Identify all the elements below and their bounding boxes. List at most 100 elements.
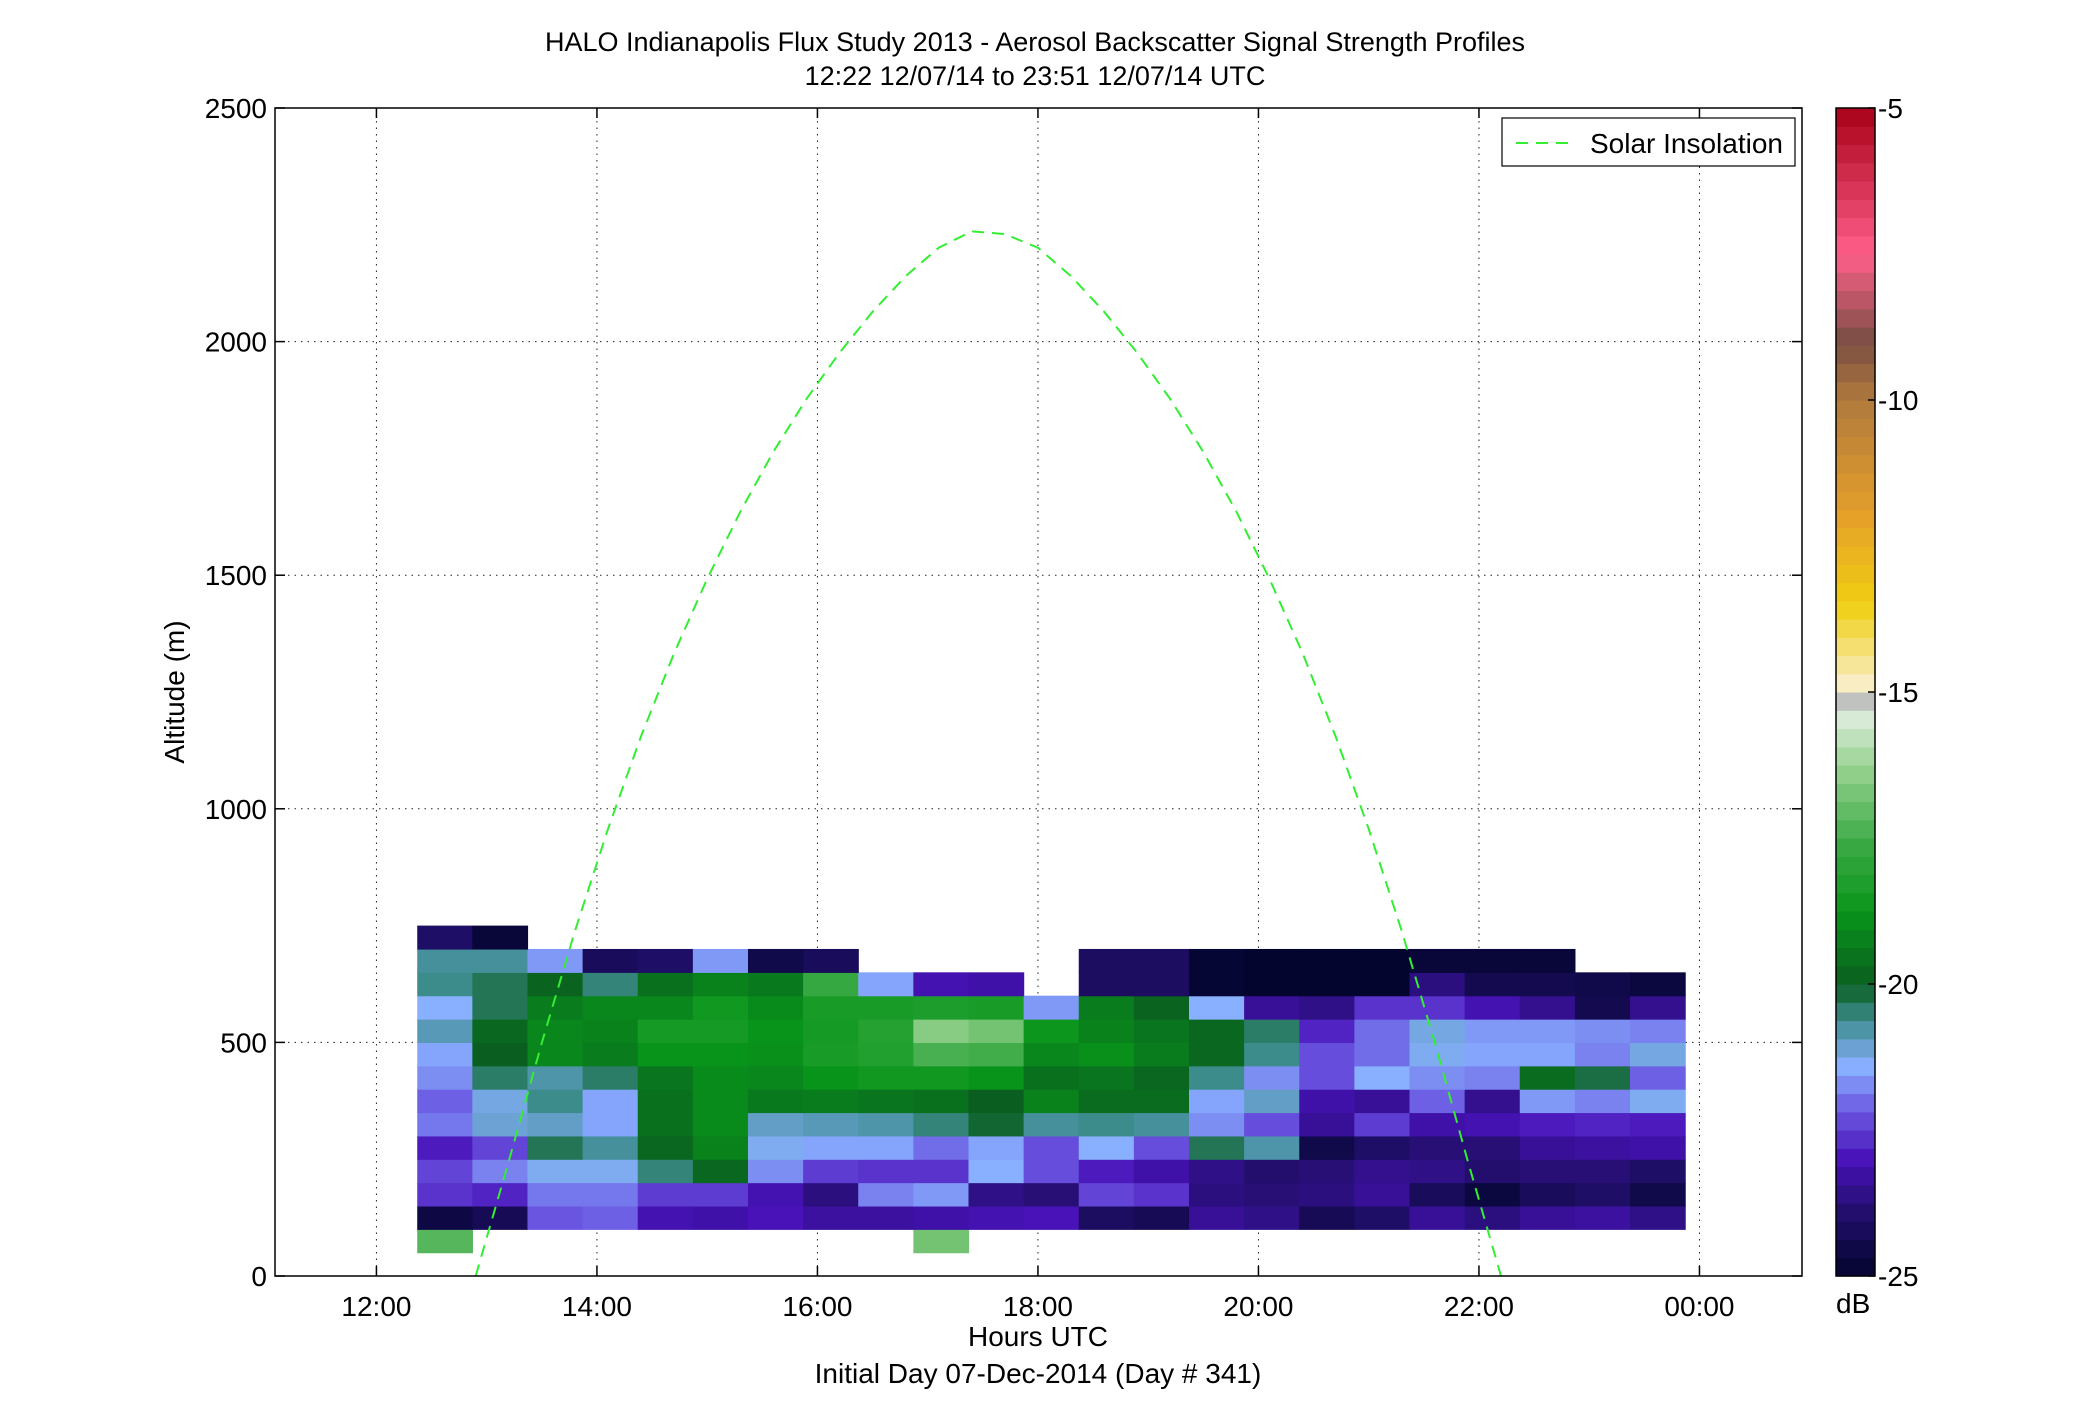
heatmap-cell bbox=[1078, 1065, 1135, 1090]
heatmap-cell bbox=[1078, 948, 1135, 973]
heatmap-cell bbox=[968, 1112, 1025, 1137]
heatmap-cell bbox=[1299, 1065, 1355, 1090]
heatmap-cell bbox=[1574, 1089, 1631, 1114]
heatmap-cell bbox=[1354, 1089, 1411, 1114]
heatmap-cell bbox=[1133, 1159, 1190, 1184]
heatmap-cell bbox=[1244, 972, 1300, 997]
heatmap-cell bbox=[858, 972, 914, 997]
heatmap-cell bbox=[692, 948, 749, 973]
chart-title: HALO Indianapolis Flux Study 2013 - Aero… bbox=[545, 27, 1525, 57]
heatmap-cell bbox=[472, 1065, 529, 1090]
heatmap-cell bbox=[1574, 1182, 1631, 1207]
colorbar-segment bbox=[1836, 1221, 1875, 1241]
heatmap-cell bbox=[858, 1182, 914, 1207]
heatmap-cell bbox=[472, 995, 529, 1020]
heatmap-cell bbox=[968, 1159, 1025, 1184]
y-tick-label: 1000 bbox=[205, 794, 267, 825]
heatmap-cell bbox=[1409, 1019, 1466, 1043]
colorbar-segment bbox=[1836, 783, 1875, 803]
heatmap-cell bbox=[472, 1135, 529, 1160]
heatmap-cell bbox=[1519, 972, 1576, 997]
heatmap-cell bbox=[1078, 1019, 1135, 1043]
colorbar-segment bbox=[1836, 947, 1875, 967]
colorbar-segment bbox=[1836, 199, 1875, 219]
heatmap-cell bbox=[1409, 995, 1466, 1020]
heatmap-cell bbox=[1299, 1159, 1355, 1184]
y-axis-label: Altitude (m) bbox=[159, 620, 190, 763]
heatmap-cell bbox=[1574, 1159, 1631, 1184]
heatmap-cell bbox=[968, 1042, 1025, 1067]
heatmap-cell bbox=[692, 1042, 749, 1067]
heatmap-cell bbox=[692, 1205, 749, 1230]
colorbar-segment bbox=[1836, 290, 1875, 310]
heatmap-cell bbox=[1354, 1159, 1411, 1184]
heatmap-cell bbox=[582, 1112, 639, 1137]
y-tick-label: 500 bbox=[220, 1027, 267, 1058]
y-tick-label: 2500 bbox=[205, 93, 267, 124]
heatmap-cell bbox=[1464, 1159, 1521, 1184]
heatmap-cell bbox=[472, 1089, 529, 1114]
heatmap-cell bbox=[1133, 1135, 1190, 1160]
heatmap-cell bbox=[1244, 1135, 1300, 1160]
heatmap-cell bbox=[1299, 948, 1355, 973]
legend-box: Solar Insolation bbox=[1501, 117, 1796, 167]
heatmap-cell bbox=[582, 1065, 639, 1090]
heatmap-cell bbox=[1078, 995, 1135, 1020]
heatmap-cell bbox=[1299, 1112, 1355, 1137]
heatmap-cell bbox=[1188, 1135, 1245, 1160]
heatmap-cell bbox=[1244, 1159, 1300, 1184]
heatmap-cell bbox=[1519, 1019, 1576, 1043]
colorbar-segment bbox=[1836, 929, 1875, 949]
heatmap-cell bbox=[1630, 972, 1686, 997]
heatmap-cell bbox=[1133, 1065, 1190, 1090]
heatmap-cell bbox=[858, 1205, 914, 1230]
colorbar-segment bbox=[1836, 1075, 1875, 1095]
heatmap-cell bbox=[1023, 1205, 1080, 1230]
heatmap-cell bbox=[1023, 1019, 1080, 1043]
heatmap-cell bbox=[913, 1042, 970, 1067]
colorbar-segment bbox=[1836, 400, 1875, 419]
heatmap-cell bbox=[472, 1042, 529, 1067]
heatmap-cell bbox=[1244, 1205, 1300, 1230]
heatmap-cell bbox=[747, 1205, 804, 1230]
heatmap-cell bbox=[1574, 1135, 1631, 1160]
colorbar-segment bbox=[1836, 327, 1875, 346]
heatmap-cell bbox=[692, 995, 749, 1020]
heatmap-cell bbox=[913, 1205, 970, 1230]
heatmap-cell bbox=[1244, 1019, 1300, 1043]
heatmap-cell bbox=[1244, 948, 1300, 973]
heatmap-cell bbox=[1188, 1112, 1245, 1137]
heatmap-cell bbox=[1023, 1112, 1080, 1137]
x-tick-label: 12:00 bbox=[341, 1291, 411, 1322]
heatmap-cell bbox=[527, 1042, 584, 1067]
colorbar: -5 -10 -15 -20 -25 bbox=[1835, 93, 1918, 1292]
heatmap-cell bbox=[582, 995, 639, 1020]
heatmap-cell bbox=[637, 1205, 694, 1230]
heatmap-cell bbox=[527, 1159, 584, 1184]
heatmap-cell bbox=[472, 925, 529, 950]
heatmap-cell bbox=[692, 1159, 749, 1184]
colorbar-segment bbox=[1836, 856, 1875, 876]
heatmap-cell bbox=[417, 972, 473, 997]
heatmap-cell bbox=[968, 1089, 1025, 1114]
heatmap-cell bbox=[1574, 1042, 1631, 1067]
heatmap-cell bbox=[1244, 1065, 1300, 1090]
heatmap-cell bbox=[472, 1019, 529, 1043]
heatmap-cell bbox=[1354, 1019, 1411, 1043]
heatmap-cell bbox=[913, 1019, 970, 1043]
heatmap-cell bbox=[637, 972, 694, 997]
heatmap-cell bbox=[1409, 1159, 1466, 1184]
legend-label: Solar Insolation bbox=[1590, 128, 1783, 159]
heatmap-cell bbox=[1078, 1159, 1135, 1184]
heatmap-cell bbox=[472, 1159, 529, 1184]
heatmap-cell bbox=[1519, 995, 1576, 1020]
heatmap-cell bbox=[747, 995, 804, 1020]
heatmap-cell bbox=[747, 948, 804, 973]
solar-insolation-line bbox=[474, 230, 1502, 1277]
heatmap-layer bbox=[417, 925, 1686, 1254]
heatmap-cell bbox=[1630, 995, 1686, 1020]
heatmap-cell bbox=[1354, 995, 1411, 1020]
colorbar-segment bbox=[1836, 819, 1875, 839]
heatmap-cell bbox=[913, 1112, 970, 1137]
heatmap-cell bbox=[858, 1135, 914, 1160]
